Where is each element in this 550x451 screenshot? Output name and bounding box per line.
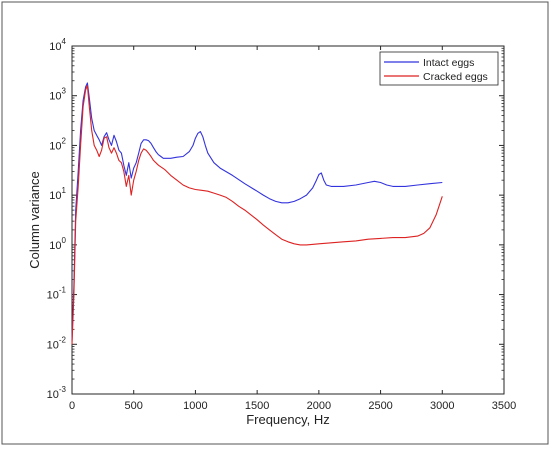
x-tick-label: 3500: [492, 400, 516, 412]
y-tick-exponent: 2: [62, 136, 67, 145]
y-tick-exponent: 4: [62, 37, 67, 46]
x-tick-label: 2000: [307, 400, 331, 412]
y-tick-exponent: 0: [62, 236, 67, 245]
y-tick-label: 102: [49, 136, 66, 152]
y-tick-base: 10: [49, 91, 61, 103]
x-tick-label: 1500: [245, 400, 269, 412]
series-line-intact: [71, 82, 443, 341]
y-tick-exponent: -3: [59, 385, 67, 394]
x-tick-label: 0: [69, 400, 75, 412]
y-tick-exponent: 3: [62, 87, 67, 96]
series-lines: [71, 82, 443, 345]
x-tick-label: 1000: [183, 400, 207, 412]
y-tick-base: 10: [47, 290, 59, 302]
x-tick-label: 500: [125, 400, 143, 412]
y-tick-exponent: -2: [59, 335, 67, 344]
x-axis-label: Frequency, Hz: [246, 412, 330, 427]
y-tick-label: 103: [49, 87, 66, 103]
y-tick-base: 10: [47, 389, 59, 401]
y-tick-label: 100: [49, 236, 66, 252]
y-tick-label: 10-1: [47, 286, 67, 302]
y-tick-label: 10-2: [47, 335, 67, 351]
y-tick-base: 10: [47, 339, 59, 351]
y-tick-label: 104: [49, 37, 66, 53]
y-tick-base: 10: [49, 240, 61, 252]
y-tick-exponent: -1: [59, 286, 67, 295]
x-tick-label: 3000: [430, 400, 454, 412]
y-tick-exponent: 1: [62, 186, 67, 195]
y-tick-label: 101: [49, 186, 66, 202]
y-axis-label: Column variance: [27, 171, 42, 269]
legend-box: [379, 51, 499, 86]
plot-area: [71, 45, 505, 395]
legend: Intact eggs Cracked eggs: [379, 51, 499, 86]
legend-label-intact: Intact eggs: [423, 57, 474, 69]
series-line-cracked: [71, 85, 443, 345]
y-tick-base: 10: [49, 140, 61, 152]
legend-label-cracked: Cracked eggs: [423, 71, 488, 83]
y-tick-base: 10: [49, 41, 61, 53]
y-tick-base: 10: [49, 190, 61, 202]
x-axis-ticks: 0 500 1000 1500 2000 2500 3000 3500: [69, 46, 516, 412]
x-tick-label: 2500: [368, 400, 392, 412]
y-tick-label: 10-3: [47, 385, 67, 401]
